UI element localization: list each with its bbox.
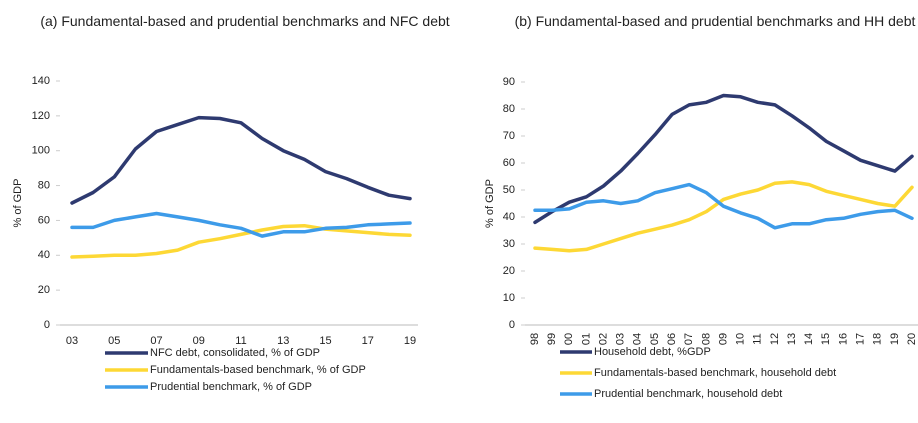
legend-label: Prudential benchmark, household debt bbox=[594, 388, 782, 400]
y-tick-label: 20 bbox=[503, 265, 515, 277]
x-tick-label: 05 bbox=[108, 335, 120, 347]
chart-title: (b) Fundamental-based and prudential ben… bbox=[514, 13, 916, 29]
y-tick-label: 80 bbox=[38, 179, 50, 191]
y-axis-label: % of GDP bbox=[484, 179, 496, 228]
x-tick-label: 19 bbox=[889, 333, 901, 345]
x-tick-label: 15 bbox=[820, 333, 832, 345]
x-tick-label: 08 bbox=[700, 333, 712, 345]
y-tick-label: 60 bbox=[503, 157, 515, 169]
y-tick-label: 10 bbox=[503, 292, 515, 304]
y-tick-label: 0 bbox=[44, 319, 50, 331]
x-tick-label: 99 bbox=[546, 333, 558, 345]
y-tick-label: 50 bbox=[503, 184, 515, 196]
x-tick-label: 19 bbox=[404, 335, 416, 347]
x-tick-label: 17 bbox=[362, 335, 374, 347]
x-tick-label: 12 bbox=[769, 333, 781, 345]
y-tick-label: 100 bbox=[32, 145, 50, 157]
x-tick-label: 04 bbox=[632, 333, 644, 345]
y-tick-label: 70 bbox=[503, 130, 515, 142]
y-tick-label: 30 bbox=[503, 238, 515, 250]
y-tick-label: 0 bbox=[509, 319, 515, 331]
x-tick-label: 13 bbox=[277, 335, 289, 347]
y-tick-label: 40 bbox=[38, 249, 50, 261]
x-tick-label: 18 bbox=[872, 333, 884, 345]
legend-label: Fundamentals-based benchmark, % of GDP bbox=[150, 364, 366, 376]
y-tick-label: 80 bbox=[503, 103, 515, 115]
series-line bbox=[533, 180, 914, 253]
x-tick-label: 20 bbox=[906, 333, 918, 345]
x-tick-label: 00 bbox=[563, 333, 575, 345]
legend-label: Household debt, %GDP bbox=[594, 346, 711, 358]
y-tick-label: 140 bbox=[32, 75, 50, 87]
x-tick-label: 13 bbox=[786, 333, 798, 345]
series-line bbox=[70, 211, 412, 238]
legend-label: Prudential benchmark, % of GDP bbox=[150, 381, 312, 393]
y-tick-label: 40 bbox=[503, 211, 515, 223]
legend-label: NFC debt, consolidated, % of GDP bbox=[150, 347, 320, 359]
x-tick-label: 16 bbox=[837, 333, 849, 345]
x-tick-label: 09 bbox=[717, 333, 729, 345]
x-tick-label: 15 bbox=[319, 335, 331, 347]
series-line bbox=[70, 223, 412, 259]
x-tick-label: 07 bbox=[150, 335, 162, 347]
x-tick-label: 17 bbox=[854, 333, 866, 345]
x-tick-label: 06 bbox=[666, 333, 678, 345]
y-tick-label: 120 bbox=[32, 110, 50, 122]
x-tick-label: 02 bbox=[597, 333, 609, 345]
x-tick-label: 10 bbox=[735, 333, 747, 345]
y-axis-label: % of GDP bbox=[12, 179, 24, 228]
series-line bbox=[70, 115, 412, 205]
y-tick-label: 20 bbox=[38, 284, 50, 296]
series-line bbox=[533, 93, 914, 225]
x-tick-label: 03 bbox=[66, 335, 78, 347]
legend-label: Fundamentals-based benchmark, household … bbox=[594, 367, 836, 379]
x-tick-label: 11 bbox=[235, 335, 246, 347]
x-tick-label: 01 bbox=[580, 333, 592, 345]
x-tick-label: 09 bbox=[193, 335, 205, 347]
x-tick-label: 03 bbox=[615, 333, 627, 345]
x-tick-label: 14 bbox=[803, 333, 815, 345]
y-tick-label: 90 bbox=[503, 76, 515, 88]
chart-title: (a) Fundamental-based and prudential ben… bbox=[40, 13, 450, 29]
x-tick-label: 07 bbox=[683, 333, 695, 345]
series-line bbox=[533, 182, 914, 230]
x-tick-label: 98 bbox=[529, 333, 541, 345]
y-tick-label: 60 bbox=[38, 214, 50, 226]
x-tick-label: 05 bbox=[649, 333, 661, 345]
x-tick-label: 11 bbox=[752, 333, 764, 344]
